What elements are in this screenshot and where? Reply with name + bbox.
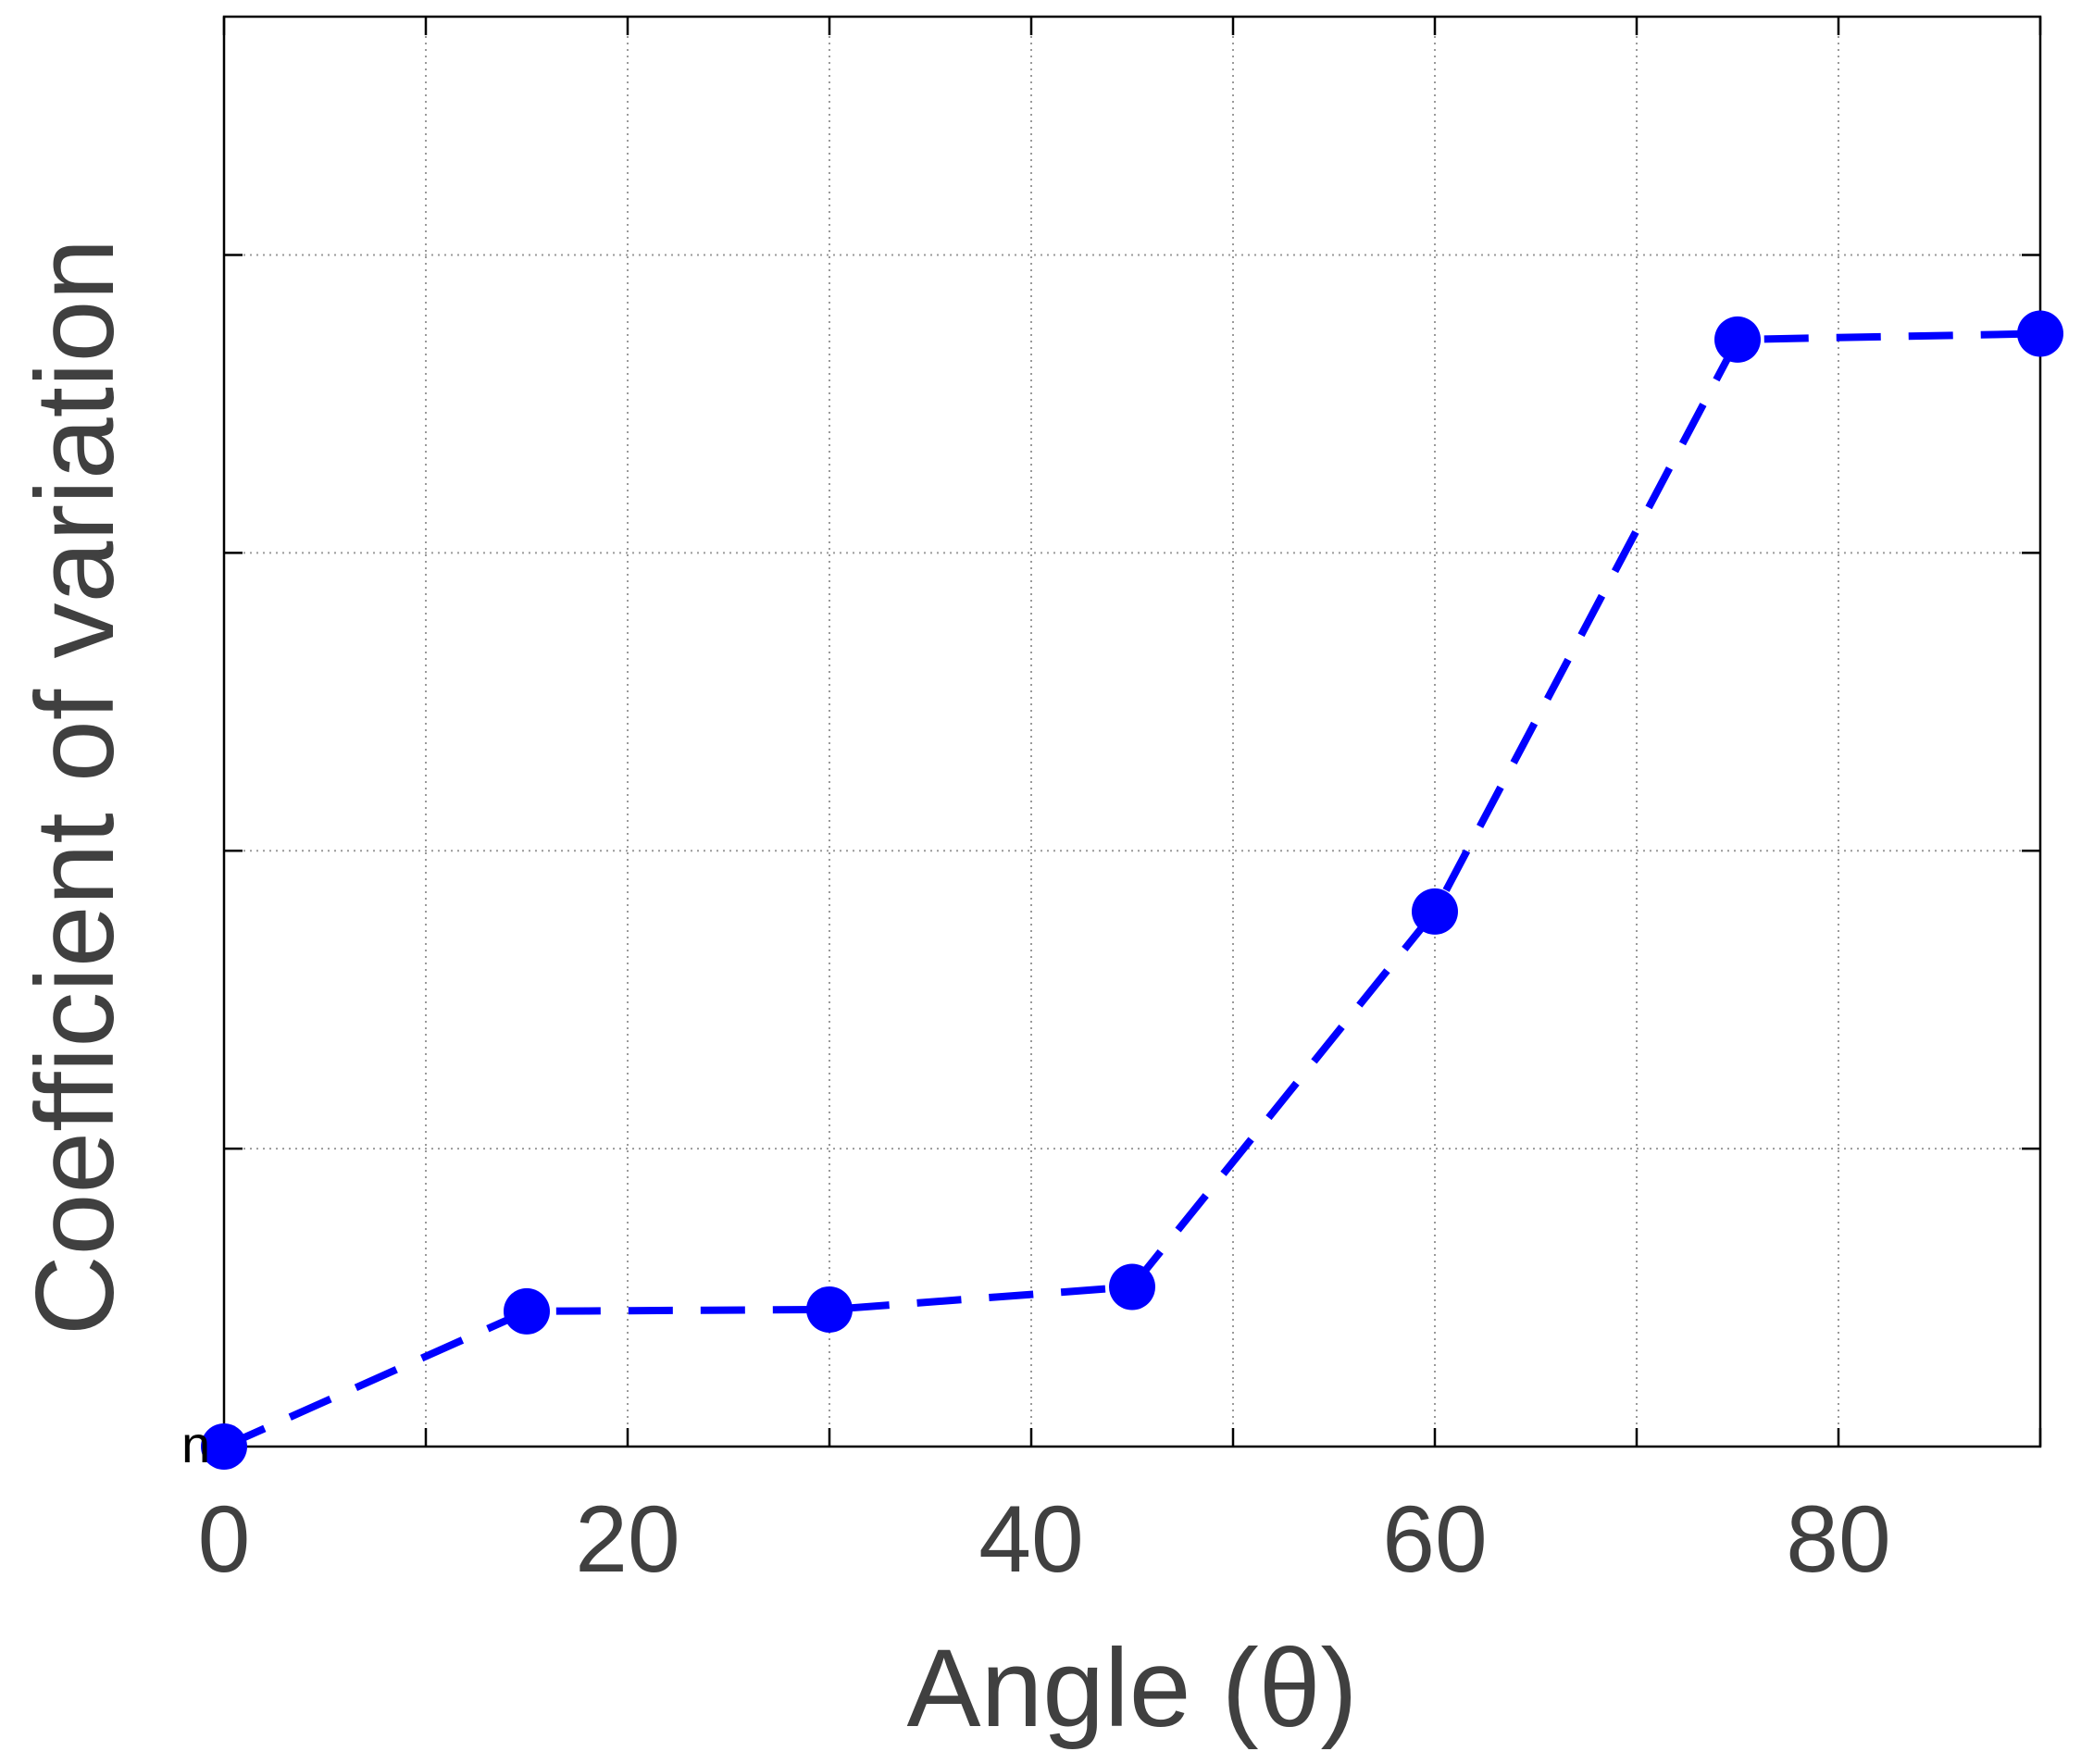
x-tick-label: 20	[575, 1486, 679, 1592]
x-tick-label: 80	[1786, 1486, 1890, 1592]
data-point	[1109, 1263, 1155, 1311]
stray-glyph: n	[181, 1415, 210, 1473]
x-tick-label: 0	[198, 1486, 251, 1592]
data-point	[504, 1287, 550, 1335]
plot-frame	[222, 15, 2042, 1448]
y-axis-label: Coefficient of variation	[13, 239, 137, 1335]
x-tick-label: 60	[1382, 1486, 1487, 1592]
series-layer	[201, 310, 2063, 1470]
x-axis-label: Angle (θ)	[907, 1626, 1358, 1750]
grid	[224, 17, 2040, 1447]
data-point	[1714, 316, 1761, 363]
x-tick-label: 40	[978, 1486, 1083, 1592]
data-point	[201, 1423, 247, 1470]
x-tick-labels: 0 20 40 60 80	[198, 1486, 1891, 1592]
data-point	[806, 1286, 853, 1333]
data-point	[1412, 888, 1458, 935]
data-point	[2017, 310, 2063, 357]
